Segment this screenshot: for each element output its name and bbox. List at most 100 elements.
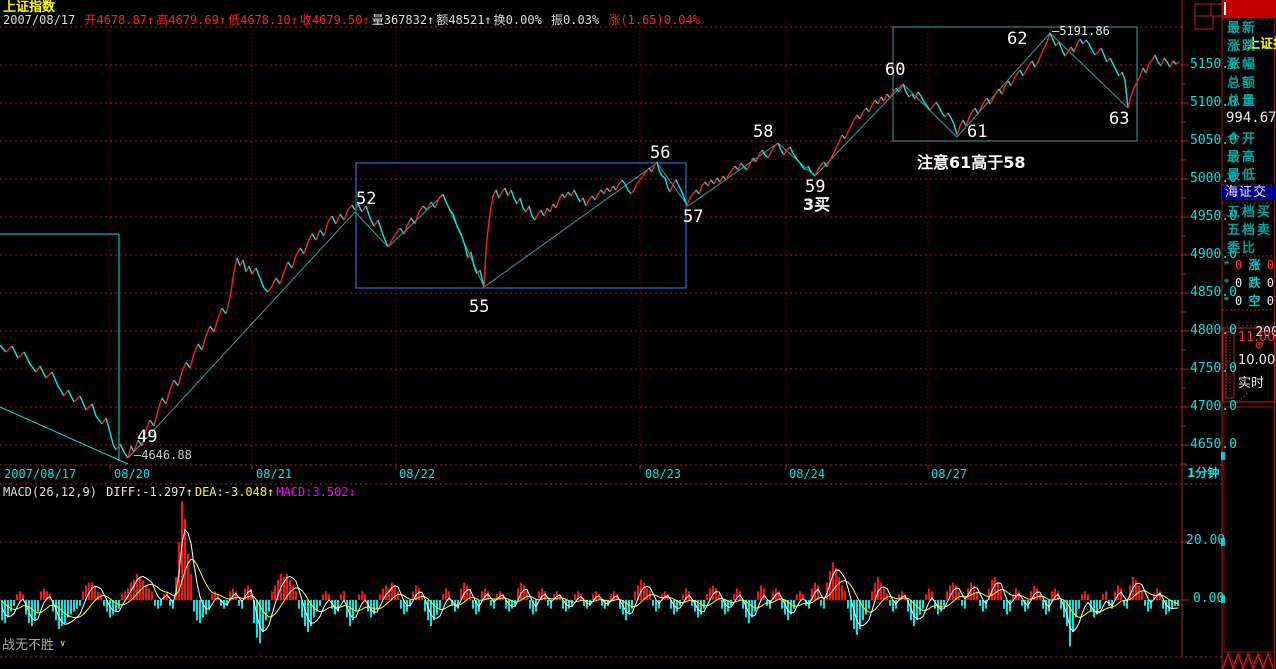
sidebar-item-总额[interactable]: 总额 — [1227, 76, 1258, 91]
price-segment — [259, 277, 265, 289]
price-segment — [740, 162, 745, 168]
price-segment — [236, 257, 241, 267]
price-segment — [1025, 64, 1030, 72]
price-segment — [844, 131, 849, 140]
price-segment — [983, 97, 988, 103]
price-segment — [39, 365, 47, 379]
price-segment — [115, 443, 121, 451]
price-segment — [664, 177, 669, 189]
price-segment — [594, 193, 599, 201]
price-segment — [645, 167, 650, 173]
price-segment — [698, 185, 703, 195]
sidebar-counter-row[interactable]: ≡ 0 空 0 — [1224, 294, 1274, 308]
instrument-title: 上证指数 — [3, 0, 56, 15]
sidebar-counter-row[interactable]: ≡ 0 涨 0 — [1224, 258, 1274, 272]
price-segment — [323, 221, 329, 237]
price-segment — [749, 157, 754, 165]
price-segment — [642, 171, 647, 177]
price-segment — [686, 197, 691, 206]
price-segment — [267, 285, 273, 293]
price-segment — [1139, 67, 1144, 77]
price-segment — [123, 451, 129, 459]
panel-tick — [1221, 452, 1225, 460]
price-segment — [470, 251, 475, 267]
sidebar-item-委比[interactable]: 委比 — [1227, 241, 1258, 256]
price-segment — [127, 445, 132, 459]
price-segment — [862, 107, 867, 113]
sidebar-item-涨跌[interactable]: 涨跌 — [1227, 39, 1258, 54]
sidebar-item-最低[interactable]: 最低 — [1227, 168, 1258, 183]
price-segment — [573, 189, 578, 197]
price-segment — [387, 239, 393, 248]
sidebar-item-最新[interactable]: 最新 — [1227, 21, 1258, 36]
price-segment — [986, 97, 991, 105]
price-segment — [504, 187, 509, 197]
price-segment — [528, 205, 533, 217]
macd-label-field: DEA:-3.048↑ — [194, 485, 275, 499]
price-callout: —5191.86 — [1052, 24, 1110, 38]
date-axis-label[interactable]: 08/24 — [789, 467, 826, 481]
date-axis-label[interactable]: 08/23 — [645, 467, 682, 481]
sidebar-counter-row[interactable]: ≡ 0 跌 0 — [1224, 276, 1274, 290]
price-segment — [149, 419, 155, 427]
price-segment — [452, 213, 458, 227]
date-axis-label[interactable]: 2007/08/17 — [4, 467, 77, 481]
price-segment — [892, 87, 897, 93]
date-axis-label[interactable]: 08/27 — [931, 467, 968, 481]
price-segment — [600, 189, 605, 195]
quote-scrollbar[interactable] — [1225, 331, 1235, 399]
price-segment — [487, 213, 491, 231]
price-segment — [998, 88, 1003, 95]
cascade-windows-icon — [1194, 15, 1214, 30]
sidebar-item-最高[interactable]: 最高 — [1227, 150, 1258, 165]
price-segment — [555, 199, 560, 209]
price-segment — [681, 191, 685, 199]
sidebar-item-五档买[interactable]: 五档买 — [1227, 205, 1273, 220]
price-segment — [1169, 60, 1174, 68]
price-segment — [1115, 69, 1120, 77]
sidebar-item-exchange[interactable]: 海证交 — [1222, 186, 1276, 200]
counter-num: 0 — [1266, 258, 1274, 272]
price-segment — [1073, 43, 1078, 53]
interval-label[interactable]: 1分钟 — [1187, 466, 1220, 480]
price-segment — [777, 142, 782, 151]
price-segment — [1172, 60, 1177, 65]
price-segment — [773, 142, 779, 148]
price-segment — [1046, 32, 1051, 43]
sidebar-instrument-banner[interactable]: 上证指 — [1222, 0, 1276, 52]
price-segment — [343, 209, 349, 221]
support-trendline — [0, 406, 129, 465]
price-segment — [734, 165, 739, 171]
price-segment — [1124, 79, 1129, 109]
price-segment — [51, 371, 59, 387]
price-segment — [1130, 87, 1135, 97]
price-segment — [755, 154, 760, 163]
price-segment — [354, 203, 359, 211]
price-segment — [1094, 51, 1099, 56]
analysis-note: 3买 — [803, 195, 831, 214]
price-segment — [537, 209, 542, 215]
price-segment — [434, 197, 440, 209]
price-segment — [801, 165, 806, 171]
counter-num: 0 — [1235, 276, 1243, 290]
price-segment — [683, 197, 688, 206]
price-segment — [1004, 80, 1009, 87]
date-axis-label[interactable]: 08/22 — [399, 467, 436, 481]
price-segment — [384, 239, 389, 248]
sidebar-item-五档卖[interactable]: 五档卖 — [1227, 223, 1273, 238]
sidebar-item-今开[interactable]: 今开 — [1227, 132, 1258, 147]
price-segment — [173, 379, 179, 387]
price-segment — [798, 161, 803, 167]
sidebar-item-涨幅[interactable]: 涨幅 — [1227, 57, 1258, 72]
price-segment — [926, 105, 931, 111]
price-segment — [789, 146, 794, 154]
price-segment — [707, 179, 712, 187]
price-segment — [829, 154, 834, 161]
date-axis-label[interactable]: 08/20 — [114, 467, 151, 481]
price-segment — [519, 197, 524, 209]
sidebar-item-总量[interactable]: 总量 — [1227, 94, 1258, 109]
date-axis-label[interactable]: 08/21 — [256, 467, 293, 481]
